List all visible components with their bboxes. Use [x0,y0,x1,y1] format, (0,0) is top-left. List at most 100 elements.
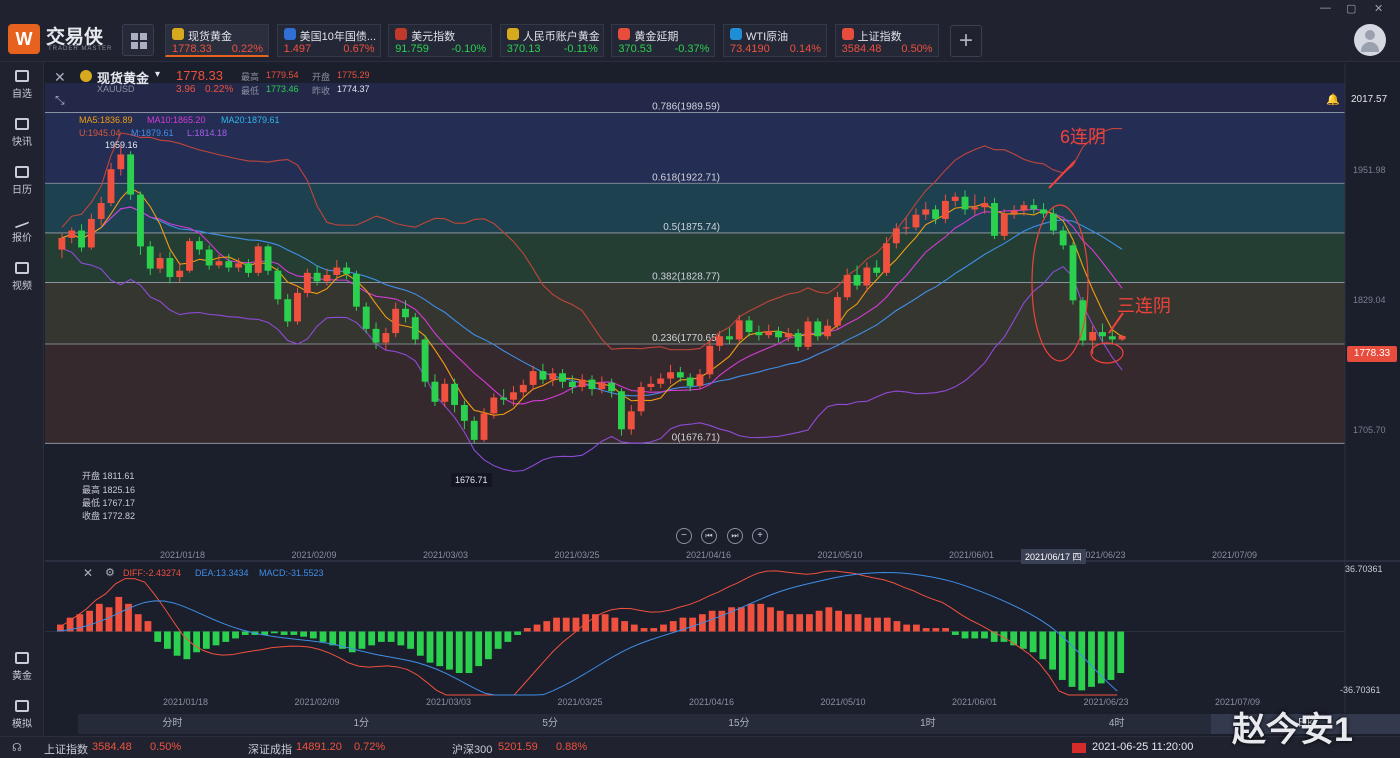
sidebar-item-quotes[interactable]: 报价 [0,211,44,244]
low-label: 最低 [241,86,260,96]
date-tick: 2021/02/09 [291,550,337,560]
sidebar-item-gold[interactable]: 黄金 [0,652,44,682]
macd-bar [767,607,774,632]
macd-bar [232,631,239,639]
macd-bar [572,617,580,632]
candle-body [500,397,508,400]
maximize-icon[interactable]: ▢ [1346,3,1357,15]
fib-band [45,183,1345,233]
candle-body [510,392,517,400]
candle-body [137,194,144,247]
macd-bar [913,624,920,632]
sidebar-item-label: 视频 [12,281,32,292]
add-quote-button[interactable]: + [950,25,982,57]
quote-tab[interactable]: 黄金延期 370.53 -0.37% [611,24,716,57]
period-tab[interactable]: 4时 [1108,718,1125,729]
index-icon [841,28,854,40]
period-tab[interactable]: 1时 [920,718,936,729]
macd-bar [660,624,667,632]
candle-body [294,292,301,322]
macd-bar [883,617,891,632]
date-tick: 2021/06/01 [949,550,995,560]
quote-tab[interactable]: 现货黄金 1778.33 0.22% [165,24,269,57]
sidebar-item-label: 快讯 [12,137,32,148]
quote-tab-price: 370.13 [506,43,541,55]
zoom-in-icon[interactable]: + [752,528,768,544]
candle-body [991,203,998,236]
zoom-out-icon[interactable]: − [676,528,692,544]
macd-bar [66,617,74,632]
period-tab[interactable]: 1分 [353,718,370,729]
macd-bar [951,631,959,635]
minimize-icon[interactable]: — [1320,2,1331,14]
quote-tab[interactable]: 人民币账户黄金 370.13 -0.11% [499,24,604,57]
period-tab[interactable]: 15分 [728,718,750,729]
sidebar-item-simulate[interactable]: 模拟 [0,700,44,730]
date-tick: 2021/07/09 [1212,550,1258,560]
headset-icon[interactable]: ☊ [12,742,22,754]
macd-bar [339,631,346,649]
quote-tab-change: 0.14% [789,43,821,55]
status-bar: ☊ 上证指数 3584.48 0.50% 深证成指 14891.20 0.72%… [0,736,1400,758]
fib-band [45,344,1345,444]
macd-bar [1000,631,1008,642]
symbol-name[interactable]: 现货黄金 [97,71,150,86]
candle-body [775,330,782,338]
candle-body [1000,213,1008,236]
candle-body [1010,210,1018,214]
quote-tab[interactable]: 美国10年国债... 1.497 0.67% [276,24,381,57]
collapse-icon[interactable]: ⤡ [55,93,65,107]
sidebar-item-calendar[interactable]: 日历 [0,166,44,196]
price-axis-top: 2017.57 [1351,94,1388,105]
quote-tab[interactable]: WTI原油 73.4190 0.14% [723,24,827,57]
macd-bar [1010,631,1018,646]
quote-tab-change: -0.11% [563,43,598,55]
layout-grid-button[interactable] [122,24,154,56]
date-tick: 2021/01/18 [160,550,206,560]
close-macd-icon[interactable]: ✕ [83,566,94,580]
sidebar-item-video[interactable]: 视频 [0,262,44,292]
close-icon[interactable]: ✕ [1374,3,1384,15]
period-bar: 分时 1分 5分 15分 1时 4时 日K [78,714,1400,734]
macd-bar [329,631,337,646]
hs300-value: 5201.59 [498,741,538,753]
price-axis-tick: 1829.04 [1353,295,1386,305]
macd-bar [436,631,444,667]
quote-tab-price: 91.759 [395,43,429,55]
candle-body [608,382,616,392]
quote-tab-change: 0.22% [231,43,263,55]
avatar[interactable] [1354,24,1386,56]
candle-body [951,196,959,201]
quote-tab[interactable]: 美元指数 91.759 -0.10% [388,24,493,57]
sidebar-item-watchlist[interactable]: 自选 [0,70,44,100]
open-label: 开盘 [312,72,331,82]
scroll-left-icon[interactable]: ⏮ [701,528,717,544]
sidebar-item-news[interactable]: 快讯 [0,118,44,148]
macd-bar [397,631,405,646]
macd-bar [708,610,716,632]
macd-bar [319,631,327,642]
candle-body [303,272,311,293]
us-flag-icon [395,28,408,40]
candle-body [588,379,596,390]
watermark: 赵今安1 [1232,711,1353,749]
period-tab[interactable]: 日K [1211,714,1400,734]
settings-icon[interactable]: ⚙ [105,567,115,579]
macd-bar [718,610,726,632]
macd-bar [164,631,171,649]
candle-body [637,387,645,412]
macd-bar [893,621,901,632]
candle-body [1040,209,1047,214]
period-tab[interactable]: 分时 [162,718,183,729]
close-chart-icon[interactable]: ✕ [54,69,66,85]
macd-bar [105,607,113,632]
bell-icon[interactable]: 🔔 [1326,94,1340,106]
quote-tab[interactable]: 上证指数 3584.48 0.50% [834,24,939,57]
app-brand: 交易侠 [46,27,104,48]
period-tab[interactable]: 5分 [542,718,558,729]
status-datetime: 2021-06-25 11:20:00 [1092,741,1194,753]
candle-body [166,258,174,278]
chevron-down-icon[interactable]: ▾ [155,69,161,80]
scroll-right-icon[interactable]: ⏭ [727,528,743,544]
chart-area[interactable]: 0.786(1989.59) 0.618(1922.71) 0.5(1875.74)… [45,63,1400,713]
